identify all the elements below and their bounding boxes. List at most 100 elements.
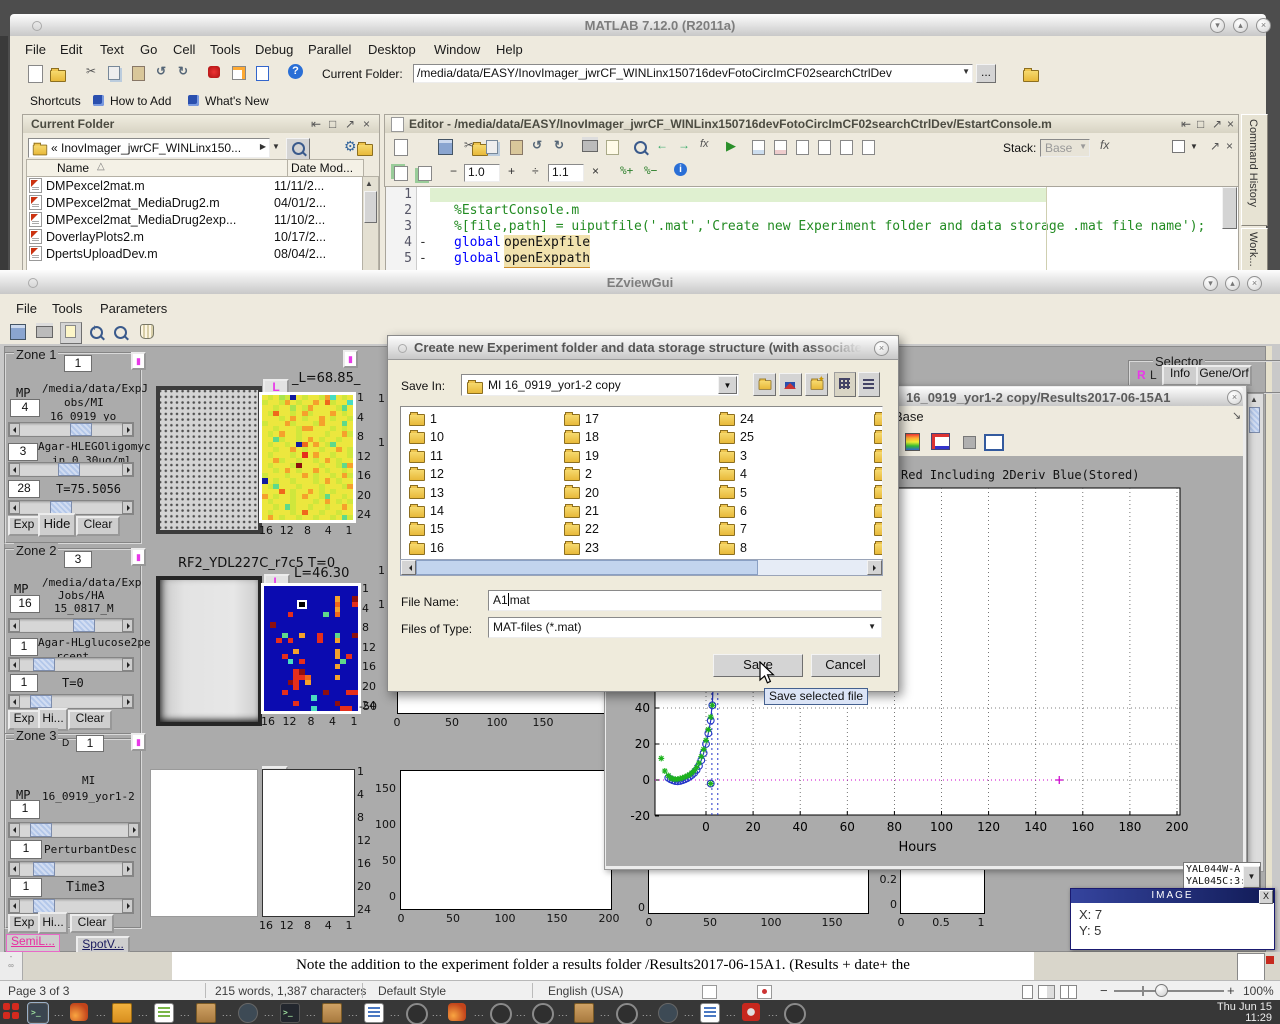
- word-count[interactable]: 215 words, 1,387 characters: [215, 984, 367, 998]
- open-file-icon[interactable]: [50, 67, 66, 82]
- cut-icon[interactable]: ✂: [464, 138, 475, 152]
- cell-value1-field[interactable]: 1.0: [464, 164, 500, 182]
- up-one-level-icon[interactable]: [356, 141, 373, 156]
- files-of-type-dropdown[interactable]: MAT-files (*.mat) ▼: [488, 617, 882, 638]
- folder-item[interactable]: 15: [409, 522, 444, 538]
- clock-time[interactable]: 11:29: [1245, 1012, 1272, 1024]
- shortcut-how-to-add[interactable]: How to Add: [110, 94, 172, 108]
- decrease-icon[interactable]: −: [450, 164, 458, 178]
- info-icon[interactable]: i: [674, 163, 687, 176]
- taskbar-icon-folder2[interactable]: [322, 1003, 342, 1023]
- undo-icon[interactable]: ↺: [156, 64, 167, 78]
- semilog-button[interactable]: SemiL...: [6, 934, 60, 952]
- edit-plot-button[interactable]: [60, 322, 82, 344]
- file-row[interactable]: DpertsUploadDev.m 08/04/2...: [27, 245, 363, 262]
- slider-thumb[interactable]: [32, 658, 55, 671]
- workspace-tab[interactable]: Work...: [1241, 228, 1268, 272]
- slider-right-arrow[interactable]: [122, 862, 133, 876]
- uncomment-icon[interactable]: %−: [644, 164, 658, 177]
- taskbar-icon-app[interactable]: [238, 1003, 258, 1023]
- folder-item[interactable]: 8: [719, 540, 747, 557]
- dock-icon[interactable]: ⇤: [1181, 117, 1192, 131]
- taskbar-icon-calc[interactable]: [154, 1003, 174, 1023]
- zone2-slider-time[interactable]: [8, 694, 134, 709]
- folder-item[interactable]: 20: [564, 485, 599, 502]
- scrollbar-thumb[interactable]: [1249, 407, 1260, 433]
- folder-item[interactable]: [874, 503, 882, 520]
- paste-icon[interactable]: [132, 66, 145, 81]
- comment-icon[interactable]: %+: [620, 164, 634, 177]
- zone2-plate-image[interactable]: [156, 576, 262, 726]
- writer-scroll-widget[interactable]: [1237, 953, 1265, 981]
- zone3-hide-button[interactable]: Hi...: [38, 912, 68, 934]
- help-icon[interactable]: ?: [288, 64, 303, 79]
- slider-thumb[interactable]: [32, 862, 55, 876]
- zone3-mp-field[interactable]: 1: [10, 800, 40, 819]
- increase-icon[interactable]: +: [508, 164, 516, 178]
- slider-right-arrow[interactable]: [122, 501, 133, 514]
- undock-editor-icon[interactable]: ↗: [1210, 139, 1221, 153]
- cell-value2-field[interactable]: 1.1: [548, 164, 584, 182]
- save-figure-icon[interactable]: [10, 324, 26, 340]
- hold-icon[interactable]: [963, 436, 976, 449]
- results-menu-base[interactable]: Base: [894, 409, 924, 424]
- run-section-icon[interactable]: [752, 140, 765, 155]
- menu-desktop[interactable]: Desktop: [368, 42, 416, 57]
- folder-item[interactable]: 1: [409, 411, 437, 428]
- ezview-menu-file[interactable]: File: [16, 301, 37, 316]
- undo-icon[interactable]: ↺: [532, 138, 543, 152]
- slider-left-arrow[interactable]: [9, 862, 20, 876]
- zone2-index-field[interactable]: 3: [64, 551, 92, 568]
- gene-option-1[interactable]: YAL044W-A: [1186, 864, 1241, 875]
- simulink-icon[interactable]: [208, 66, 220, 78]
- shortcut-whats-new[interactable]: What's New: [205, 94, 269, 108]
- window-menu-icon[interactable]: [32, 21, 42, 31]
- image-window[interactable]: IMAGE X X: 7 Y: 5: [1070, 888, 1275, 950]
- dock-icon[interactable]: ⇤: [311, 117, 322, 131]
- date-column-header[interactable]: Date Mod...: [291, 161, 354, 175]
- slider-left-arrow[interactable]: [9, 619, 20, 632]
- cut-icon[interactable]: ✂: [86, 64, 97, 78]
- folder-item[interactable]: 25: [719, 430, 754, 446]
- zoom-in-icon[interactable]: +: [1227, 983, 1235, 998]
- folder-item[interactable]: 18: [564, 430, 599, 446]
- language[interactable]: English (USA): [548, 984, 624, 998]
- folder-item[interactable]: 13: [409, 485, 444, 502]
- zone3-slider-media[interactable]: [8, 861, 134, 877]
- window-layout-icon[interactable]: [1172, 140, 1185, 153]
- slider-left-arrow[interactable]: [9, 695, 20, 708]
- selector-info-button[interactable]: Info: [1162, 365, 1198, 386]
- slider-thumb[interactable]: [72, 619, 95, 632]
- close-panel-icon[interactable]: ×: [1227, 117, 1235, 131]
- folder-item[interactable]: [874, 466, 882, 483]
- slider-right-arrow[interactable]: [122, 695, 133, 708]
- menu-file[interactable]: File: [25, 42, 46, 57]
- new-file-icon[interactable]: [28, 65, 43, 83]
- profiler-icon[interactable]: [256, 66, 269, 81]
- open-icon[interactable]: [472, 141, 489, 156]
- run-advance-icon[interactable]: [774, 140, 787, 155]
- zone2-mp-field[interactable]: 16: [10, 595, 40, 613]
- find-icon[interactable]: [634, 141, 647, 157]
- editor-panel-header[interactable]: Editor - /media/data/EASY/InovImager_jwr…: [384, 114, 1239, 135]
- folder-item[interactable]: [874, 411, 882, 428]
- close-icon[interactable]: ×: [1256, 18, 1271, 33]
- divide-icon[interactable]: ÷: [532, 164, 539, 178]
- menu-help[interactable]: Help: [496, 42, 523, 57]
- folder-item[interactable]: 4: [719, 466, 747, 483]
- folder-item[interactable]: [874, 485, 882, 502]
- close-panel-icon[interactable]: ×: [363, 117, 371, 131]
- zone2-time-field[interactable]: 1: [10, 674, 38, 692]
- breadcrumb-expand-icon[interactable]: ▶: [259, 142, 266, 151]
- shortcut-icon[interactable]: [188, 95, 199, 106]
- zone1-exp-button[interactable]: Exp: [8, 516, 40, 536]
- scroll-right-button[interactable]: [867, 560, 882, 575]
- minimize-icon[interactable]: ▾: [1203, 276, 1218, 291]
- publish-icon[interactable]: [606, 140, 619, 155]
- path-dropdown-icon[interactable]: ▼: [962, 67, 970, 76]
- colormap-icon[interactable]: [905, 433, 920, 451]
- zone1-slider-mp[interactable]: [8, 422, 134, 437]
- slider-thumb[interactable]: [69, 423, 92, 436]
- zone1-plate-image[interactable]: [156, 386, 262, 534]
- single-page-view-icon[interactable]: [1022, 985, 1033, 999]
